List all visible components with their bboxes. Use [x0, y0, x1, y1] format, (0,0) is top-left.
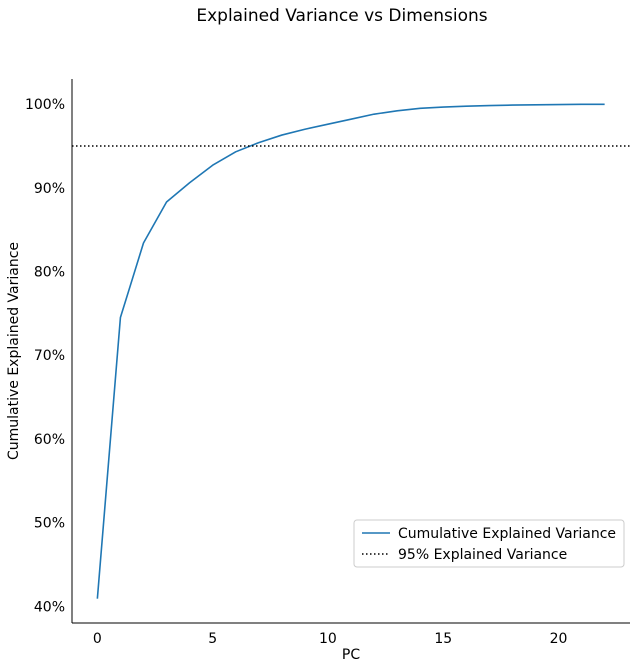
x-tick-label: 20 — [550, 631, 568, 647]
x-tick-label: 10 — [319, 631, 337, 647]
x-ticks: 0 5 10 15 20 — [93, 631, 568, 647]
legend: Cumulative Explained Variance 95% Explain… — [353, 519, 625, 568]
series-line-cumulative — [96, 103, 605, 599]
y-tick-label: 100% — [25, 97, 65, 113]
y-tick-label: 50% — [34, 516, 65, 532]
series-layer — [72, 103, 630, 599]
y-tick-label: 80% — [34, 264, 65, 280]
legend-label: 95% Explained Variance — [398, 547, 567, 563]
y-ticks: 40% 50% 60% 70% 80% 90% 100% — [25, 97, 65, 615]
x-tick-label: 5 — [208, 631, 217, 647]
x-axis-label: PC — [342, 647, 360, 663]
axes — [71, 79, 630, 624]
legend-box — [353, 519, 625, 568]
y-axis-label: Cumulative Explained Variance — [6, 242, 22, 460]
x-tick-label: 0 — [93, 631, 102, 647]
y-tick-label: 90% — [34, 181, 65, 197]
chart-title: Explained Variance vs Dimensions — [196, 6, 487, 26]
x-tick-label: 15 — [434, 631, 452, 647]
y-tick-label: 40% — [34, 599, 65, 615]
y-tick-label: 70% — [34, 348, 65, 364]
legend-label: Cumulative Explained Variance — [398, 526, 616, 542]
y-tick-label: 60% — [34, 432, 65, 448]
